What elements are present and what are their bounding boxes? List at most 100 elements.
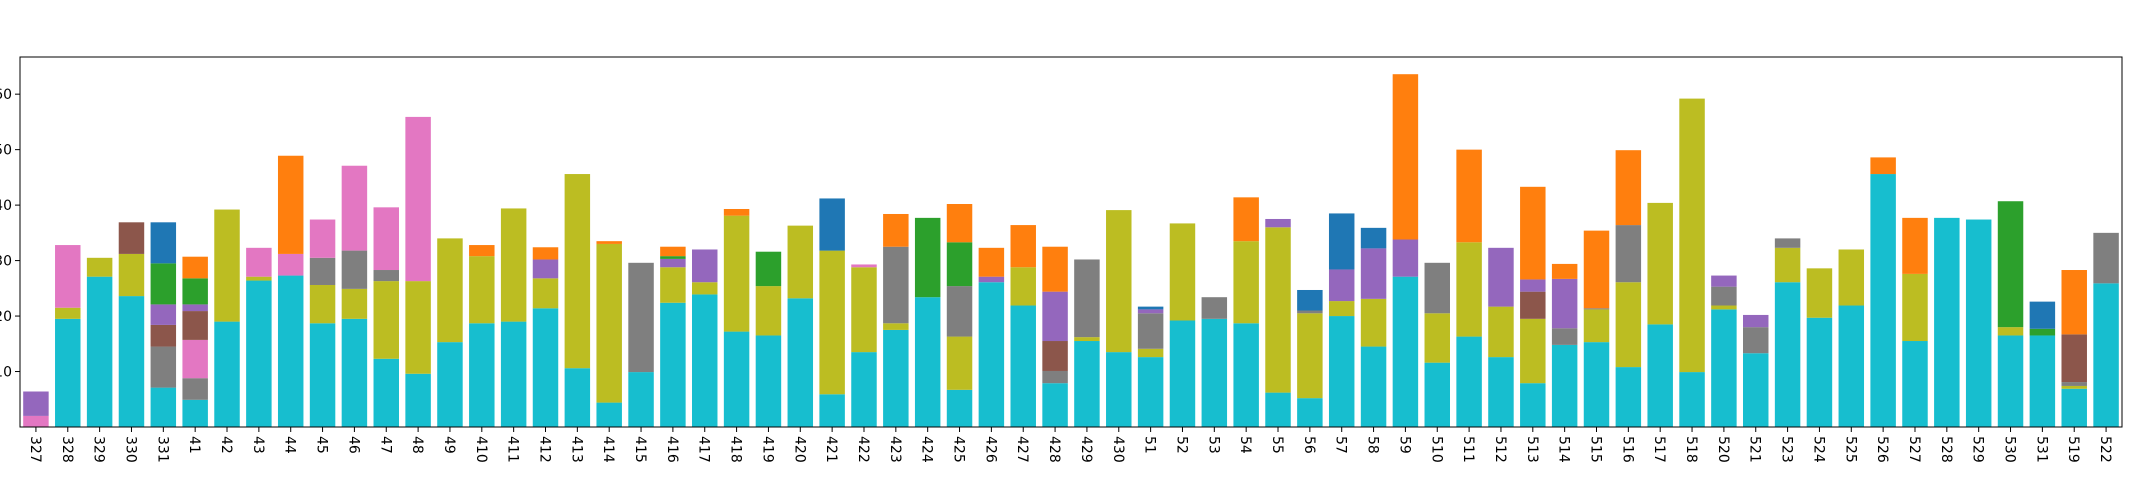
x-tick-label: 511 bbox=[1460, 436, 1476, 463]
x-tick-label: 528 bbox=[1938, 436, 1954, 463]
bar-segment bbox=[1392, 239, 1419, 277]
bar-segment bbox=[1010, 225, 1036, 268]
bar-segment bbox=[1456, 242, 1482, 337]
bar-segment bbox=[1392, 74, 1419, 240]
x-tick-label: 520 bbox=[1715, 436, 1731, 463]
bar-segment bbox=[1870, 174, 1896, 427]
bar-segment bbox=[1615, 367, 1642, 427]
x-tick-label: 426 bbox=[982, 436, 998, 463]
bar-segment bbox=[1520, 279, 1546, 292]
bar-segment bbox=[1774, 247, 1801, 283]
bar-segment bbox=[1328, 269, 1355, 302]
bar-segment bbox=[628, 262, 654, 373]
bar-segment bbox=[660, 267, 686, 303]
bar-segment bbox=[1551, 263, 1578, 279]
bar-segment bbox=[118, 296, 145, 427]
bar-segment bbox=[469, 323, 495, 427]
bar-segment bbox=[564, 174, 591, 369]
x-tick-label: 422 bbox=[855, 436, 871, 463]
bar-segment bbox=[946, 204, 973, 243]
bar-segment bbox=[1456, 336, 1482, 427]
x-tick-label: 52 bbox=[1173, 436, 1189, 454]
bar-segment bbox=[1392, 276, 1419, 427]
bar-segment bbox=[341, 165, 368, 251]
x-tick-label: 330 bbox=[122, 436, 138, 463]
bar-segment bbox=[1934, 217, 1960, 427]
bar-segment bbox=[1169, 320, 1196, 427]
bar-segment bbox=[341, 318, 368, 427]
bar-segment bbox=[1743, 327, 1769, 354]
x-tick-label: 416 bbox=[664, 436, 680, 463]
x-tick-label: 430 bbox=[1110, 436, 1126, 463]
bar-segment bbox=[437, 238, 463, 343]
bar-segment bbox=[182, 256, 208, 279]
bar-segment bbox=[373, 281, 399, 359]
bar-segment bbox=[596, 241, 622, 244]
x-tick-label: 44 bbox=[282, 436, 298, 454]
bar-segment bbox=[1137, 306, 1164, 310]
x-tick-label: 518 bbox=[1683, 436, 1699, 463]
bar-segment bbox=[1647, 324, 1673, 427]
bar-segment bbox=[532, 247, 559, 260]
bar-segment bbox=[1838, 249, 1865, 306]
x-tick-label: 329 bbox=[91, 436, 107, 463]
bar-segment bbox=[851, 264, 877, 268]
bar-segment bbox=[1583, 230, 1610, 309]
bar-segment bbox=[596, 402, 622, 427]
bar-segment bbox=[883, 329, 909, 427]
bar-segment bbox=[946, 286, 973, 337]
x-tick-label: 515 bbox=[1588, 436, 1604, 463]
bar-segment bbox=[723, 331, 750, 427]
bar-segment bbox=[1328, 316, 1355, 427]
bar-segment bbox=[277, 253, 304, 276]
x-tick-label: 327 bbox=[27, 436, 43, 463]
x-tick-label: 412 bbox=[537, 436, 553, 463]
bar-segment bbox=[182, 339, 208, 379]
bar-segment bbox=[1997, 327, 2024, 336]
bar-segment bbox=[2061, 388, 2087, 427]
bar-segment bbox=[1106, 352, 1132, 427]
bar-segment bbox=[1297, 289, 1323, 311]
bar-segment bbox=[86, 276, 113, 427]
x-tick-label: 420 bbox=[791, 436, 807, 463]
bar-segment bbox=[1328, 301, 1355, 317]
bar-segment bbox=[1615, 225, 1642, 283]
bar-segment bbox=[309, 219, 336, 258]
bar-segment bbox=[1520, 318, 1546, 384]
bar-segment bbox=[1774, 238, 1801, 248]
bar-segment bbox=[978, 276, 1005, 283]
bar-segment bbox=[1679, 98, 1705, 373]
bar-segment bbox=[277, 155, 304, 254]
bar-segment bbox=[660, 258, 686, 268]
bar-segment bbox=[755, 286, 782, 336]
bar-segment bbox=[500, 321, 527, 427]
bar-segment bbox=[246, 247, 272, 277]
bar-segment bbox=[723, 215, 750, 332]
bar-segment bbox=[1328, 213, 1355, 270]
bar-segment bbox=[1201, 297, 1228, 319]
bar-segment bbox=[1297, 313, 1323, 399]
bar-segment bbox=[2061, 270, 2087, 335]
bar-segment bbox=[819, 250, 845, 395]
bar-segment bbox=[469, 256, 495, 324]
bar-segment bbox=[1743, 353, 1769, 427]
bar-segment bbox=[1520, 291, 1546, 319]
x-tick-label: 514 bbox=[1556, 436, 1572, 463]
bar-segment bbox=[341, 288, 368, 319]
bar-segment bbox=[1042, 291, 1068, 342]
bar-segment bbox=[1137, 313, 1164, 349]
bar-segment bbox=[628, 372, 654, 427]
x-tick-label: 519 bbox=[2065, 436, 2081, 463]
bar-segment bbox=[373, 270, 399, 282]
bar-segment bbox=[819, 198, 845, 251]
x-tick-label: 513 bbox=[1524, 436, 1540, 463]
bar-segment bbox=[214, 321, 240, 427]
bar-segment bbox=[1297, 310, 1323, 314]
bar-segment bbox=[1137, 357, 1164, 427]
bar-segment bbox=[405, 281, 431, 374]
bar-segment bbox=[1265, 227, 1291, 393]
bar-segment bbox=[1360, 346, 1387, 427]
x-tick-label: 424 bbox=[919, 436, 935, 463]
bar-segment bbox=[373, 207, 399, 271]
